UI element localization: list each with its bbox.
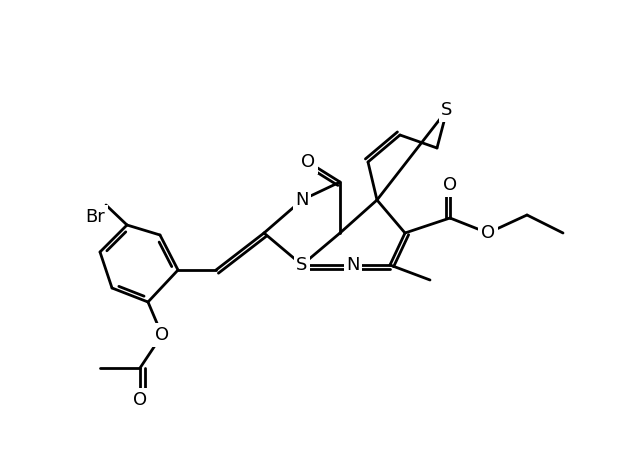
Text: N: N <box>346 256 360 274</box>
Text: S: S <box>442 101 452 119</box>
Text: O: O <box>155 326 169 344</box>
Text: S: S <box>296 256 308 274</box>
Text: N: N <box>295 191 308 209</box>
Text: O: O <box>443 176 457 194</box>
Text: O: O <box>481 224 495 242</box>
Text: O: O <box>301 153 315 171</box>
Text: Br: Br <box>85 208 105 226</box>
Text: O: O <box>133 391 147 409</box>
